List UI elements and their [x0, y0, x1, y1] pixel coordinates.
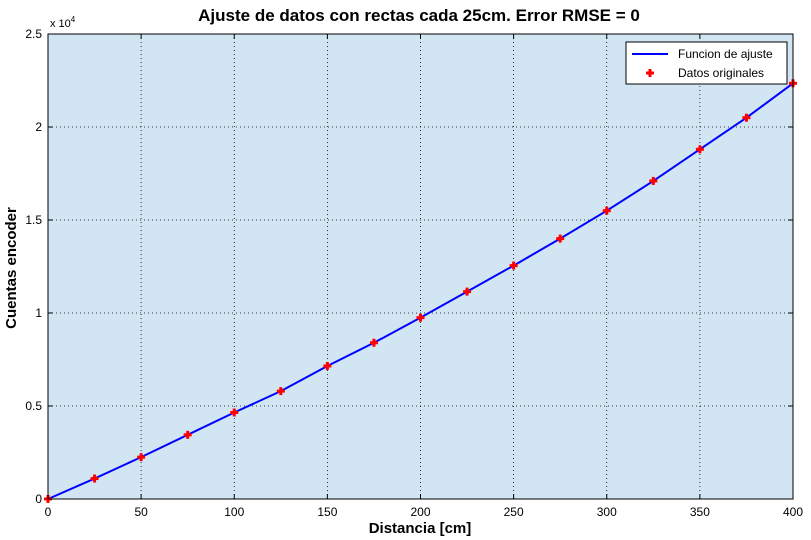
data-point	[90, 474, 99, 483]
legend: Funcion de ajuste Datos originales	[625, 41, 788, 85]
y-tick-label: 2.5	[25, 27, 42, 41]
x-tick-label: 350	[690, 505, 710, 519]
data-point	[649, 176, 658, 185]
data-point	[183, 430, 192, 439]
x-tick-label: 250	[504, 505, 524, 519]
data-point	[416, 313, 425, 322]
data-point	[137, 453, 146, 462]
data-point	[695, 145, 704, 154]
y-tick-label: 0.5	[25, 399, 42, 413]
x-tick-label: 100	[224, 505, 244, 519]
y-tick-label: 1.5	[25, 213, 42, 227]
data-point	[323, 362, 332, 371]
series-layer	[44, 79, 797, 503]
y-exponent: x 104	[50, 15, 76, 30]
data-point	[509, 261, 518, 270]
legend-entry-data: Datos originales	[678, 66, 764, 80]
x-tick-label: 200	[410, 505, 430, 519]
data-point	[602, 206, 611, 215]
data-point	[276, 387, 285, 396]
data-point	[230, 408, 239, 417]
y-tick-label: 1	[35, 306, 42, 320]
x-tick-label: 400	[783, 505, 803, 519]
legend-box	[625, 41, 788, 85]
y-axis-label: Cuentas encoder	[3, 207, 20, 329]
data-point	[369, 338, 378, 347]
plot-frame	[47, 33, 794, 500]
chart-title: Ajuste de datos con rectas cada 25cm. Er…	[198, 6, 640, 25]
legend-entry-fit: Funcion de ajuste	[678, 47, 773, 61]
x-tick-label: 0	[45, 505, 52, 519]
x-tick-label: 300	[597, 505, 617, 519]
tick-labels: 0 50 100 150 200 250 300 350 400 0 0.5 1 1.5 2 2.5	[25, 27, 803, 519]
data-point	[463, 287, 472, 296]
y-tick-label: 2	[35, 120, 42, 134]
legend-marker-swatch	[646, 69, 654, 77]
x-axis-label: Distancia [cm]	[369, 520, 472, 537]
x-tick-label: 50	[134, 505, 148, 519]
legend-marker-icon	[646, 69, 654, 77]
data-point	[742, 113, 751, 122]
data-point	[556, 234, 565, 243]
x-tick-label: 150	[317, 505, 337, 519]
y-tick-label: 0	[35, 492, 42, 506]
